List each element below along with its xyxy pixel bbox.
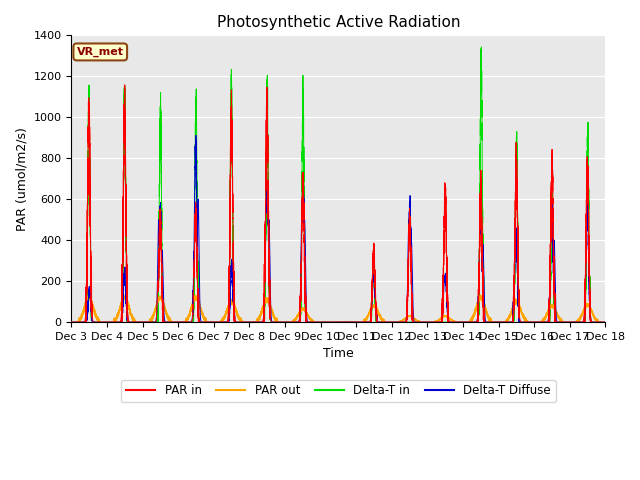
Y-axis label: PAR (umol/m2/s): PAR (umol/m2/s) [15, 127, 28, 231]
X-axis label: Time: Time [323, 348, 354, 360]
Legend: PAR in, PAR out, Delta-T in, Delta-T Diffuse: PAR in, PAR out, Delta-T in, Delta-T Dif… [121, 380, 556, 402]
Text: VR_met: VR_met [77, 47, 124, 57]
Title: Photosynthetic Active Radiation: Photosynthetic Active Radiation [217, 15, 460, 30]
